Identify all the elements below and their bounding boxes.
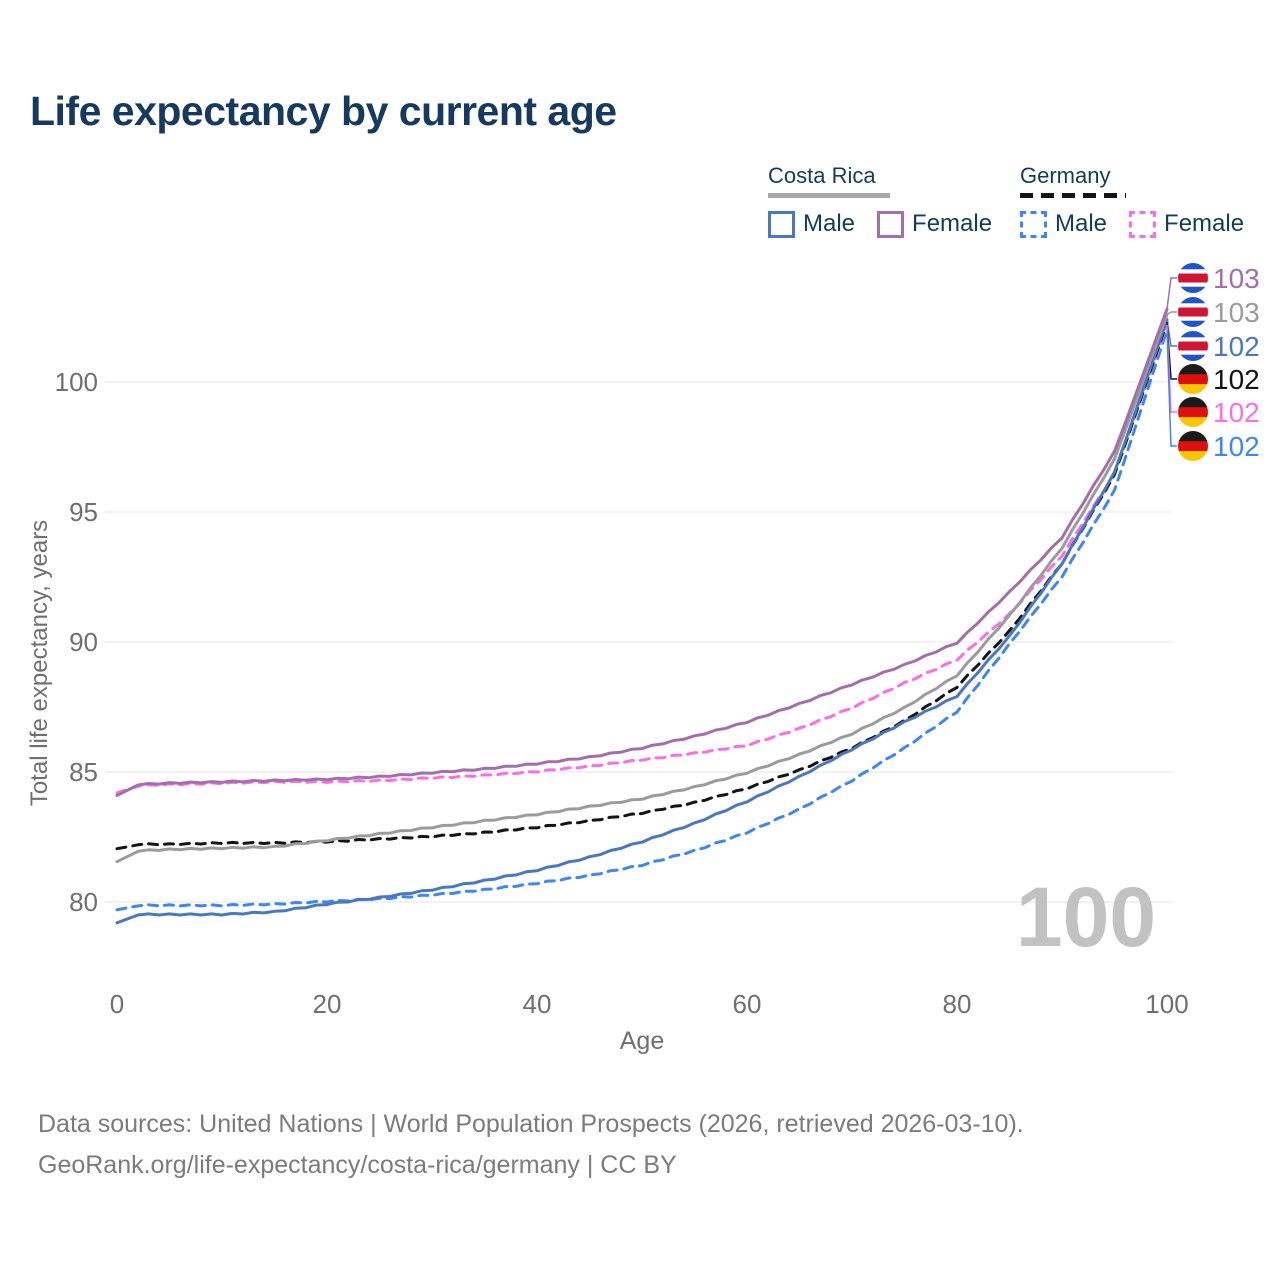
annotation-connector-costa-rica-male (1166, 319, 1177, 347)
germany-flag-icon (1178, 431, 1208, 461)
x-tick-label: 0 (110, 989, 124, 1019)
legend-item-costa-rica-female[interactable]: Female (877, 210, 992, 238)
legend-item-label: Male (803, 210, 856, 237)
page-title: Life expectancy by current age (30, 88, 617, 134)
y-tick-label: 90 (69, 627, 98, 657)
y-tick-label: 85 (69, 757, 98, 787)
legend-item-germany-female[interactable]: Female (1129, 210, 1244, 238)
germany-female-swatch-icon (1129, 210, 1157, 238)
data-source-line: Data sources: United Nations | World Pop… (38, 1110, 1024, 1138)
germany-flag-icon (1178, 397, 1208, 427)
series-line-germany-both-sexes (115, 320, 1169, 851)
x-tick-label: 100 (1145, 989, 1188, 1019)
series-line-costa-rica-male (115, 318, 1169, 925)
x-tick-label: 40 (523, 989, 552, 1019)
costa-rica-flag-icon (1178, 297, 1208, 327)
end-value-label-germany-male: 102 (1213, 431, 1260, 462)
series-line-costa-rica-female (115, 307, 1169, 797)
age-watermark: 100 (1016, 870, 1156, 964)
annotation-connector-germany-male (1166, 329, 1177, 447)
x-tick-label: 20 (313, 989, 342, 1019)
legend-header-costa-rica: Costa Rica (768, 163, 876, 188)
end-value-label-costa-rica-female: 103 (1213, 263, 1260, 294)
germany-male-swatch-icon (1020, 210, 1047, 238)
attribution-line: GeoRank.org/life-expectancy/costa-rica/g… (38, 1151, 677, 1179)
series-line-germany-female (115, 323, 1169, 795)
legend-item-costa-rica-male[interactable]: Male (768, 210, 855, 238)
legend-item-germany-male[interactable]: Male (1020, 210, 1107, 238)
data-source-note: Data sources: United Nations | World Pop… (38, 1104, 1024, 1186)
y-axis-title: Total life expectancy, years (26, 520, 53, 806)
germany-dashed-line-sample (1020, 193, 1126, 198)
x-tick-label: 60 (733, 989, 762, 1019)
end-value-label-germany-both-sexes: 102 (1213, 364, 1260, 395)
legend-item-label: Female (1164, 210, 1245, 237)
series-line-germany-male (115, 328, 1169, 912)
legend-group-costa-rica: Costa Rica Male Female (768, 163, 992, 238)
y-tick-label: 100 (55, 367, 98, 397)
series-line-costa-rica-both-sexes (115, 312, 1169, 864)
costa-rica-solid-line-sample (768, 193, 890, 198)
y-tick-label: 95 (69, 497, 98, 527)
legend-item-label: Male (1055, 210, 1108, 237)
costa-rica-male-swatch-icon (768, 210, 795, 238)
end-value-label-costa-rica-male: 102 (1213, 331, 1260, 362)
legend-header-germany: Germany (1020, 163, 1111, 188)
end-value-label-costa-rica-both-sexes: 103 (1213, 297, 1260, 328)
germany-flag-icon (1178, 364, 1208, 394)
legend-item-label: Female (912, 210, 993, 237)
costa-rica-flag-icon (1178, 331, 1208, 361)
costa-rica-flag-icon (1178, 263, 1208, 293)
x-tick-label: 80 (943, 989, 972, 1019)
legend-group-germany: Germany Male Female (1020, 163, 1244, 238)
costa-rica-female-swatch-icon (877, 210, 905, 238)
annotation-connector-costa-rica-both-sexes (1166, 311, 1177, 316)
annotation-connector-costa-rica-female (1166, 277, 1177, 310)
end-value-label-germany-female: 102 (1213, 397, 1260, 428)
x-axis-title: Age (620, 1027, 664, 1055)
y-tick-label: 80 (69, 887, 98, 917)
